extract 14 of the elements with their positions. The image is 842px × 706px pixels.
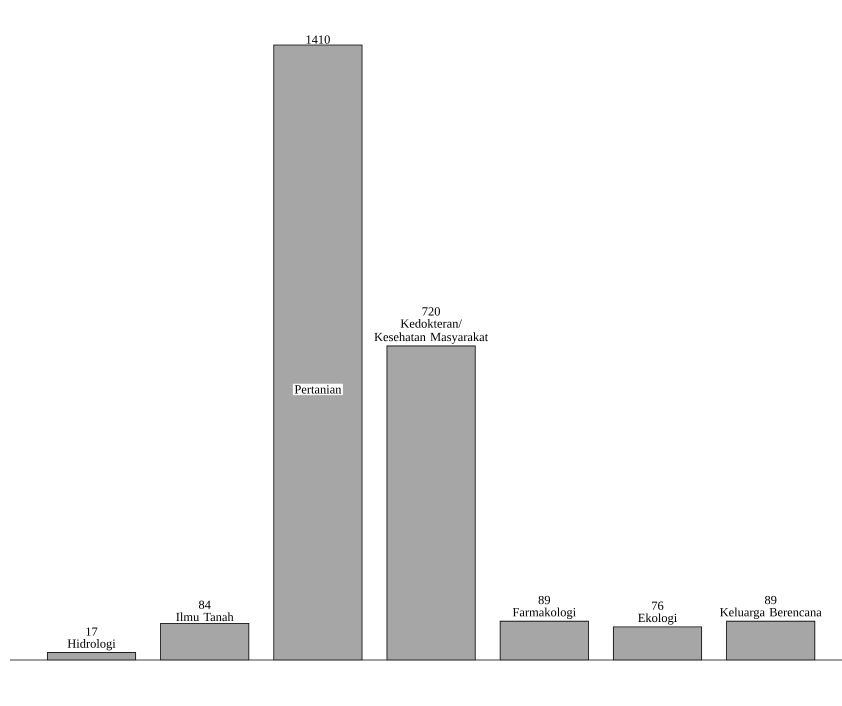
data-label: 89 [538,596,550,604]
data-label: 720 [422,307,440,316]
data-label: 84 [198,600,211,609]
data-label: 89 [764,596,776,604]
data-label: 76 [652,602,664,610]
x-tick-label: Farmakologi [512,608,576,619]
x-tick-label: Ekologi [638,613,677,625]
x-tick-label: Ilmu Tanah [176,612,234,622]
data-label: 17 [86,627,98,636]
x-tick-label: Hidrologi [68,639,116,650]
data-label: 1410 [306,35,330,44]
x-tick-label: Pertanian [294,385,342,394]
x-tick-label: Kedokteran/ Kesehatan Masyarakat [374,318,488,344]
x-tick-label: Keluarga Berencana [720,608,822,619]
